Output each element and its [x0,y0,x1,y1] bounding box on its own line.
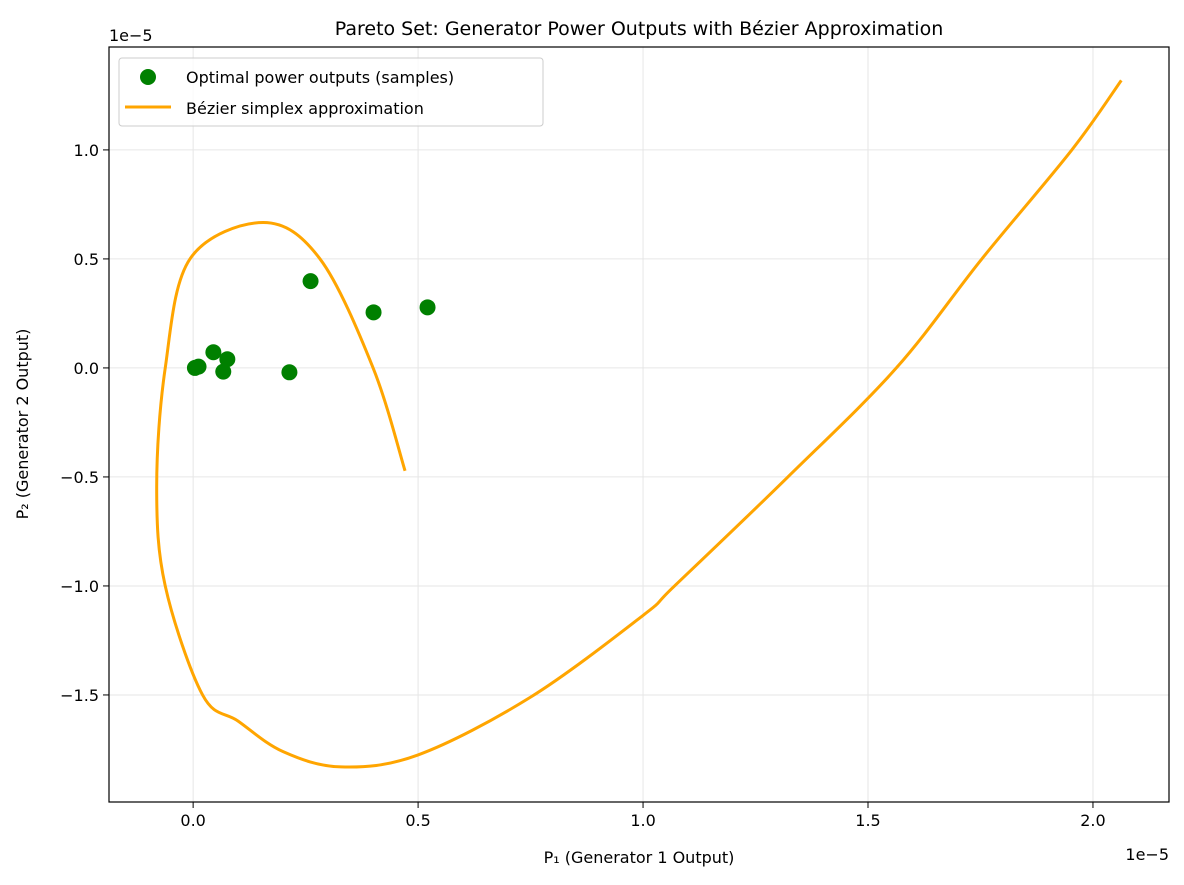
sample-point [281,364,298,381]
chart-title: Pareto Set: Generator Power Outputs with… [335,18,944,40]
axes-frame [108,46,1170,803]
y-tick-label: 1.0 [74,141,99,160]
y-tick-label: 0.5 [74,250,99,269]
y-tick-label: −0.5 [60,468,99,487]
y-offset-text: 1e−5 [109,26,153,45]
legend-label-samples: Optimal power outputs (samples) [186,68,454,87]
x-axis-label: P₁ (Generator 1 Output) [544,848,735,867]
y-tick-label: −1.5 [60,686,99,705]
bezier-curve [155,79,1123,769]
grid [109,47,1169,802]
x-tick-label: 0.5 [405,811,430,830]
y-tick-label: 0.0 [74,359,99,378]
series-layer [155,79,1123,769]
sample-point [190,358,207,375]
ticks: 0.0 0.5 1.0 1.5 2.0 −1.5 −1.0 −0.5 0.0 0.5 1.0 [60,141,1106,830]
x-tick-label: 2.0 [1080,811,1105,830]
sample-point [419,299,436,316]
legend-box [118,57,544,127]
sample-point [215,363,232,380]
legend-scatter-marker [140,69,156,85]
y-tick-label: −1.0 [60,577,99,596]
sample-point [365,304,382,321]
sample-point [302,273,319,290]
x-tick-label: 0.0 [180,811,205,830]
x-tick-label: 1.5 [855,811,880,830]
y-axis-label: P₂ (Generator 2 Output) [13,329,32,520]
x-tick-label: 1.0 [630,811,655,830]
sample-point [219,351,236,368]
legend: Optimal power outputs (samples) Bézier s… [118,57,544,127]
x-offset-text: 1e−5 [1125,845,1169,864]
sample-point [205,344,222,361]
legend-label-bezier: Bézier simplex approximation [186,99,424,118]
